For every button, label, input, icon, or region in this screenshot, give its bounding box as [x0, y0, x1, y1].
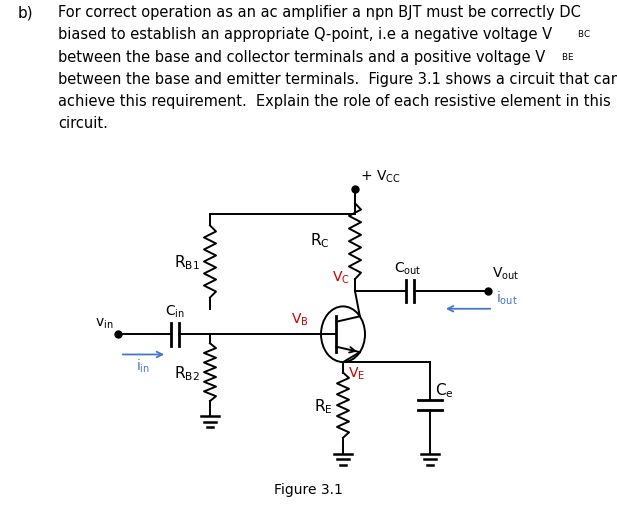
Text: $\mathregular{V_{out}}$: $\mathregular{V_{out}}$ — [492, 265, 520, 281]
Text: $_\mathrm{BE}$: $_\mathrm{BE}$ — [561, 49, 574, 63]
Text: between the base and emitter terminals.  Figure 3.1 shows a circuit that can: between the base and emitter terminals. … — [58, 72, 617, 87]
Text: $\mathregular{C_e}$: $\mathregular{C_e}$ — [435, 380, 454, 399]
Text: $\mathregular{R_E}$: $\mathregular{R_E}$ — [314, 396, 333, 415]
Text: Figure 3.1: Figure 3.1 — [273, 482, 342, 496]
Text: $_\mathrm{BC}$: $_\mathrm{BC}$ — [577, 27, 590, 40]
Text: biased to establish an appropriate Q-point, i.e a negative voltage V: biased to establish an appropriate Q-poi… — [58, 27, 552, 42]
Text: achieve this requirement.  Explain the role of each resistive element in this: achieve this requirement. Explain the ro… — [58, 94, 611, 109]
Text: + $\mathregular{V_{CC}}$: + $\mathregular{V_{CC}}$ — [360, 168, 400, 184]
Text: $\mathregular{C_{out}}$: $\mathregular{C_{out}}$ — [394, 260, 422, 276]
Text: $\mathregular{R_C}$: $\mathregular{R_C}$ — [310, 231, 330, 250]
Text: between the base and collector terminals and a positive voltage V: between the base and collector terminals… — [58, 49, 545, 65]
Text: For correct operation as an ac amplifier a npn BJT must be correctly DC: For correct operation as an ac amplifier… — [58, 5, 581, 20]
Text: circuit.: circuit. — [58, 116, 108, 131]
Text: $\mathregular{V_B}$: $\mathregular{V_B}$ — [291, 311, 309, 327]
Text: $\mathregular{C_{in}}$: $\mathregular{C_{in}}$ — [165, 303, 185, 320]
Text: $\mathregular{R_{B2}}$: $\mathregular{R_{B2}}$ — [174, 363, 200, 382]
Text: $\mathregular{V_C}$: $\mathregular{V_C}$ — [332, 269, 350, 285]
Text: $\mathregular{R_{B1}}$: $\mathregular{R_{B1}}$ — [174, 252, 200, 271]
Text: $\mathregular{i_{in}}$: $\mathregular{i_{in}}$ — [136, 358, 151, 375]
Text: $\mathregular{i_{out}}$: $\mathregular{i_{out}}$ — [496, 289, 518, 307]
Text: $\mathregular{v_{in}}$: $\mathregular{v_{in}}$ — [94, 317, 113, 331]
Text: $\mathregular{V_E}$: $\mathregular{V_E}$ — [348, 365, 365, 381]
Text: b): b) — [18, 5, 33, 20]
